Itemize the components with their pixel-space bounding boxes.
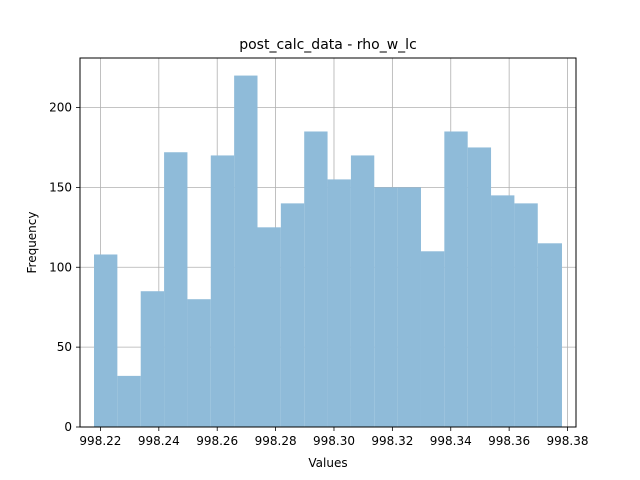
x-tick-label: 998.26 [196,434,238,448]
x-tick-label: 998.22 [79,434,121,448]
histogram-bar-7 [257,227,281,427]
bars [94,75,562,428]
histogram-bar-8 [280,203,305,427]
x-tick-label: 998.28 [255,434,297,448]
histogram-bar-16 [467,147,492,428]
histogram-bar-12 [374,187,398,427]
y-tick-label: 150 [49,180,72,194]
histogram-bar-3 [164,152,188,427]
x-axis-label: Values [308,456,347,470]
histogram-bar-4 [187,299,211,427]
y-tick-label: 50 [57,340,72,354]
histogram-bar-14 [420,251,445,427]
histogram-bar-10 [327,179,351,427]
x-tick-label: 998.32 [371,434,413,448]
y-tick-label: 100 [49,260,72,274]
histogram-bar-17 [491,195,515,427]
chart-title: post_calc_data - rho_w_lc [239,37,417,53]
y-tick-label: 0 [64,420,72,434]
histogram-bar-18 [514,203,538,427]
histogram-bar-1 [117,375,141,427]
histogram-bar-0 [94,254,118,427]
plot-frame [79,57,577,428]
x-tick-label: 998.38 [547,434,589,448]
histogram-bar-15 [444,131,468,427]
histogram-bar-5 [210,155,235,427]
y-axis-label: Frequency [25,212,39,274]
x-tick-label: 998.24 [138,434,180,448]
histogram-bar-6 [234,75,258,428]
x-axis-ticks: 998.22 998.24 998.26 998.28 998.30 998.32 998.… [79,427,589,448]
histogram-bar-11 [350,155,375,427]
y-tick-label: 200 [49,101,72,115]
x-tick-label: 998.34 [430,434,472,448]
histogram-bar-13 [397,187,421,427]
x-tick-label: 998.30 [313,434,355,448]
histogram-bar-9 [304,131,328,427]
x-tick-label: 998.36 [488,434,530,448]
histogram-bar-2 [140,291,165,427]
histogram-bar-19 [537,243,562,427]
y-axis-ticks: 0 50 100 150 200 [49,101,80,434]
